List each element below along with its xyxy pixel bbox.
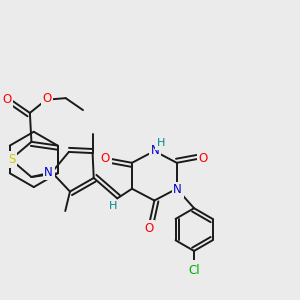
Text: H: H [157, 138, 166, 148]
Text: N: N [173, 183, 182, 196]
Text: O: O [100, 152, 110, 165]
Text: H: H [109, 201, 118, 211]
Text: Cl: Cl [188, 264, 200, 277]
Text: S: S [8, 153, 16, 166]
Text: N: N [44, 166, 53, 179]
Text: O: O [2, 93, 11, 106]
Text: O: O [43, 92, 52, 105]
Text: O: O [144, 222, 153, 235]
Text: N: N [151, 144, 160, 157]
Text: O: O [199, 152, 208, 165]
